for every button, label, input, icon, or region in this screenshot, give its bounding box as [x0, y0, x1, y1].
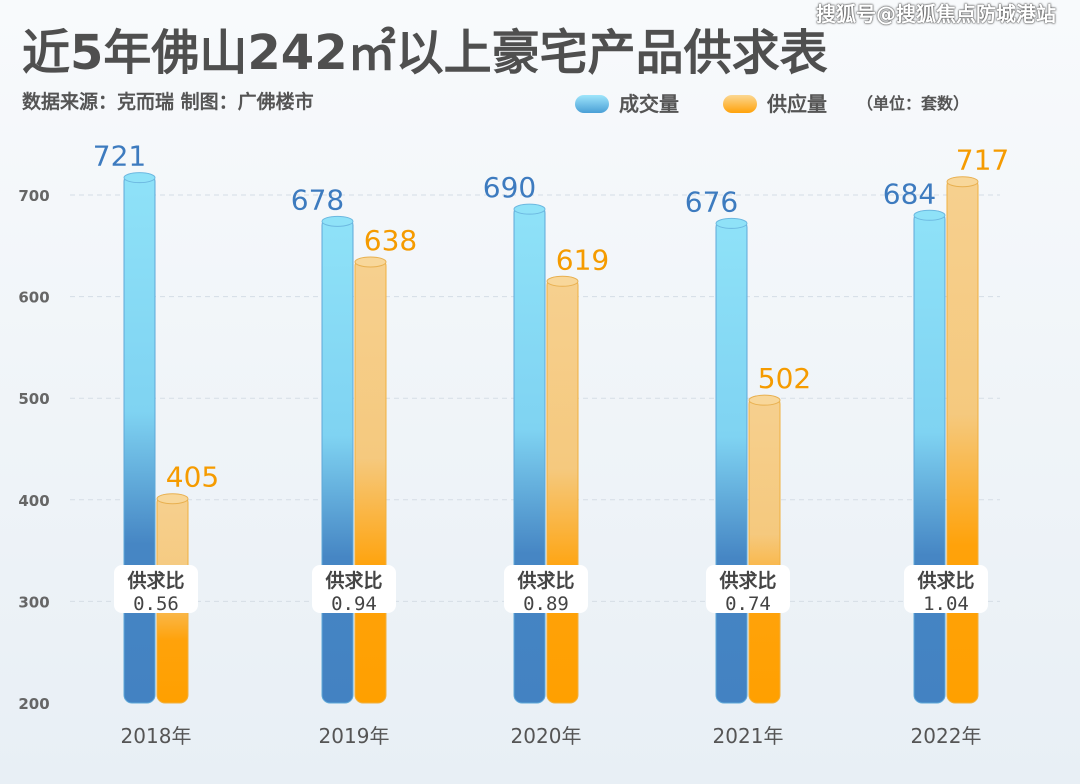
- supply-bar: [354, 257, 387, 704]
- demand-value-label: 690: [483, 171, 536, 204]
- demand-bar: [913, 210, 946, 704]
- supply-bar-cap: [546, 275, 579, 287]
- legend-demand-swatch: [575, 95, 609, 113]
- legend: 成交量 供应量 （单位：套数）: [575, 92, 969, 116]
- data-source: 数据来源：克而瑞 制图：广佛楼市: [22, 91, 314, 113]
- x-tick-label: 2020年: [511, 724, 582, 748]
- ratio-value: 1.04: [923, 593, 969, 615]
- ratio-box: [312, 565, 396, 613]
- demand-value-label: 676: [685, 185, 738, 218]
- watermark: 搜狐号@搜狐焦点防城港站: [816, 2, 1056, 26]
- supply-value-label: 405: [166, 461, 219, 494]
- supply-value-label: 502: [758, 362, 811, 395]
- y-tick-label: 600: [18, 289, 49, 307]
- supply-bar: [946, 177, 979, 704]
- x-tick-label: 2021年: [713, 724, 784, 748]
- demand-bar: [513, 204, 546, 704]
- ratio-title: 供求比: [126, 569, 184, 592]
- ratio-title: 供求比: [916, 569, 974, 592]
- supply-bar-cap: [748, 394, 781, 406]
- demand-bar: [321, 216, 354, 704]
- ratio-title: 供求比: [324, 569, 382, 592]
- ratio-title: 供求比: [516, 569, 574, 592]
- demand-value-label: 678: [291, 183, 344, 216]
- x-tick-label: 2018年: [121, 724, 192, 748]
- demand-bar-cap: [513, 203, 546, 215]
- supply-value-label: 638: [364, 224, 417, 257]
- demand-bar-cap: [913, 209, 946, 221]
- supply-value-label: 619: [556, 243, 609, 276]
- supply-bar-cap: [156, 493, 189, 505]
- supply-value-label: 717: [956, 144, 1009, 177]
- ratio-value: 0.74: [725, 593, 771, 615]
- supply-bar: [546, 276, 579, 704]
- legend-supply-swatch: [723, 95, 757, 113]
- chart-title: 近5年佛山242㎡以上豪宅产品供求表: [22, 25, 828, 81]
- x-tick-label: 2019年: [319, 724, 390, 748]
- demand-bar: [123, 173, 156, 704]
- demand-bar-cap: [321, 215, 354, 227]
- unit-label: （单位：套数）: [857, 94, 970, 113]
- ratio-box: [904, 565, 988, 613]
- demand-value-label: 721: [93, 140, 146, 173]
- ratio-box: [504, 565, 588, 613]
- demand-bar-cap: [715, 217, 748, 229]
- ratio-value: 0.89: [523, 593, 569, 615]
- legend-demand-label: 成交量: [619, 92, 679, 116]
- y-tick-label: 700: [18, 187, 49, 205]
- y-tick-label: 500: [18, 390, 49, 408]
- demand-bar: [715, 218, 748, 704]
- supply-bar: [748, 395, 781, 704]
- supply-bar-cap: [354, 256, 387, 268]
- ratio-value: 0.94: [331, 593, 377, 615]
- demand-value-label: 684: [883, 177, 936, 210]
- ratio-box: [706, 565, 790, 613]
- ratio-title: 供求比: [718, 569, 776, 592]
- y-tick-label: 200: [18, 695, 49, 713]
- x-tick-label: 2022年: [911, 724, 982, 748]
- supply-bar-cap: [946, 176, 979, 188]
- y-tick-label: 400: [18, 492, 49, 510]
- ratio-value: 0.56: [133, 593, 179, 615]
- legend-supply-label: 供应量: [767, 92, 827, 116]
- y-tick-label: 300: [18, 593, 49, 611]
- ratio-box: [114, 565, 198, 613]
- demand-bar-cap: [123, 172, 156, 184]
